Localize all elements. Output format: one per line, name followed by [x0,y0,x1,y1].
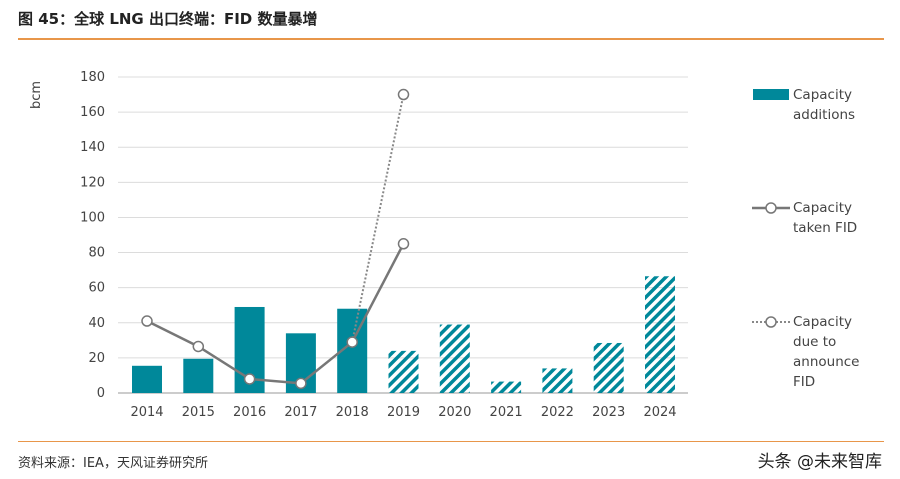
legend-label: additions [793,107,855,123]
legend-marker [765,202,777,214]
y-tick-label: 120 [80,175,105,190]
legend-label: Capacity [793,200,852,216]
y-tick-label: 0 [97,386,105,401]
y-tick-label: 160 [80,105,105,120]
bar [542,368,573,393]
x-tick-label: 2015 [182,405,215,420]
legend-label: Capacity [793,314,852,330]
x-tick-label: 2019 [387,405,420,420]
data-point [295,377,307,390]
bar [388,350,419,393]
legend-label: taken FID [793,220,857,236]
x-tick-label: 2024 [643,405,676,420]
legend-label: Capacity [793,87,852,103]
footer-divider [18,441,884,442]
y-tick-label: 40 [88,316,105,331]
y-tick-label: 100 [80,210,105,225]
fid-taken-line [146,243,405,385]
y-tick-label: 140 [80,140,105,155]
legend-swatch-bar [753,89,789,100]
legend-label: FID [793,374,815,390]
x-tick-label: 2018 [336,405,369,420]
bar [183,358,214,393]
x-tick-label: 2022 [541,405,574,420]
data-point [346,336,358,348]
bar [439,324,470,393]
x-tick-label: 2014 [130,405,163,420]
data-point [141,315,153,327]
watermark: 头条 @未来智库 [757,452,882,472]
y-tick-label: 60 [88,281,105,296]
bar [491,381,522,393]
page-title: 图 45：全球 LNG 出口终端：FID 数量暴增 [18,10,318,28]
source-note: 资料来源：IEA，天风证券研究所 [18,456,208,471]
x-tick-label: 2023 [592,405,625,420]
bar [132,365,162,393]
y-tick-label: 180 [80,70,105,85]
legend-label: announce [793,354,860,370]
x-tick-label: 2020 [438,405,471,420]
legend-label: due to [793,334,836,350]
x-tick-label: 2016 [233,405,266,420]
y-tick-label: 20 [88,351,105,366]
data-point [243,373,256,385]
bar [645,276,675,393]
y-axis-label: bcm [29,81,44,109]
legend-marker [765,316,777,328]
bar [593,342,624,393]
x-tick-label: 2017 [284,405,317,420]
x-tick-label: 2021 [490,405,523,420]
data-point [192,340,205,353]
fid-announce-line [351,94,405,343]
data-point [397,238,410,250]
data-point [397,88,410,101]
y-tick-label: 80 [88,246,105,261]
title-divider [18,38,884,40]
